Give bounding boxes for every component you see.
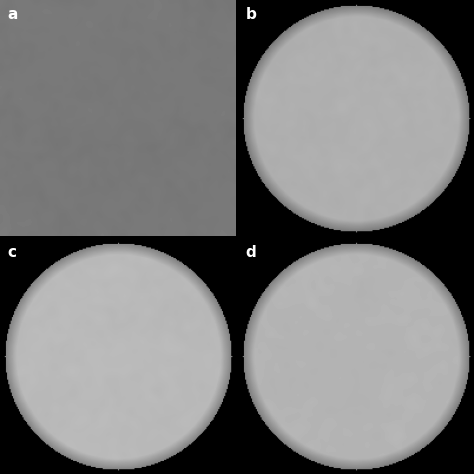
Text: c: c (7, 245, 16, 260)
Text: d: d (245, 245, 256, 260)
Text: a: a (7, 7, 18, 22)
Text: b: b (245, 7, 256, 22)
